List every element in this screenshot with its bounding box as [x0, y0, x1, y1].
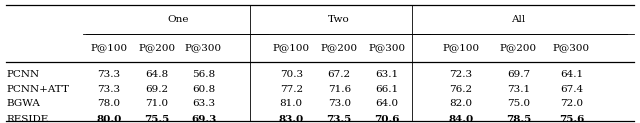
Text: P@300: P@300 — [553, 44, 590, 53]
Text: 71.0: 71.0 — [145, 99, 168, 108]
Text: 83.0: 83.0 — [278, 115, 304, 123]
Text: PCNN: PCNN — [6, 70, 40, 79]
Text: 70.3: 70.3 — [280, 70, 303, 79]
Text: Two: Two — [328, 15, 350, 24]
Text: 56.8: 56.8 — [192, 70, 215, 79]
Text: 70.6: 70.6 — [374, 115, 399, 123]
Text: 66.1: 66.1 — [375, 85, 398, 94]
Text: PCNN+ATT: PCNN+ATT — [6, 85, 69, 94]
Text: 69.7: 69.7 — [507, 70, 530, 79]
Text: 64.0: 64.0 — [375, 99, 398, 108]
Text: 78.0: 78.0 — [97, 99, 120, 108]
Text: 76.2: 76.2 — [449, 85, 472, 94]
Text: BGWA: BGWA — [6, 99, 40, 108]
Text: 75.5: 75.5 — [144, 115, 170, 123]
Text: 72.0: 72.0 — [560, 99, 583, 108]
Text: 75.6: 75.6 — [559, 115, 584, 123]
Text: 80.0: 80.0 — [96, 115, 122, 123]
Text: 73.0: 73.0 — [328, 99, 351, 108]
Text: P@300: P@300 — [368, 44, 405, 53]
Text: P@300: P@300 — [185, 44, 222, 53]
Text: 60.8: 60.8 — [192, 85, 215, 94]
Text: 84.0: 84.0 — [448, 115, 474, 123]
Text: 81.0: 81.0 — [280, 99, 303, 108]
Text: 69.3: 69.3 — [191, 115, 216, 123]
Text: P@100: P@100 — [273, 44, 310, 53]
Text: 67.4: 67.4 — [560, 85, 583, 94]
Text: 73.5: 73.5 — [326, 115, 352, 123]
Text: 82.0: 82.0 — [449, 99, 472, 108]
Text: 72.3: 72.3 — [449, 70, 472, 79]
Text: P@100: P@100 — [90, 44, 127, 53]
Text: 77.2: 77.2 — [280, 85, 303, 94]
Text: 63.3: 63.3 — [192, 99, 215, 108]
Text: P@200: P@200 — [321, 44, 358, 53]
Text: 69.2: 69.2 — [145, 85, 168, 94]
Text: 71.6: 71.6 — [328, 85, 351, 94]
Text: 67.2: 67.2 — [328, 70, 351, 79]
Text: RESIDE: RESIDE — [6, 115, 49, 123]
Text: 64.8: 64.8 — [145, 70, 168, 79]
Text: P@200: P@200 — [500, 44, 537, 53]
Text: P@100: P@100 — [442, 44, 479, 53]
Text: 78.5: 78.5 — [506, 115, 531, 123]
Text: P@200: P@200 — [138, 44, 175, 53]
Text: 75.0: 75.0 — [507, 99, 530, 108]
Text: All: All — [511, 15, 525, 24]
Text: 64.1: 64.1 — [560, 70, 583, 79]
Text: 73.1: 73.1 — [507, 85, 530, 94]
Text: 73.3: 73.3 — [97, 85, 120, 94]
Text: 63.1: 63.1 — [375, 70, 398, 79]
Text: 73.3: 73.3 — [97, 70, 120, 79]
Text: One: One — [167, 15, 189, 24]
